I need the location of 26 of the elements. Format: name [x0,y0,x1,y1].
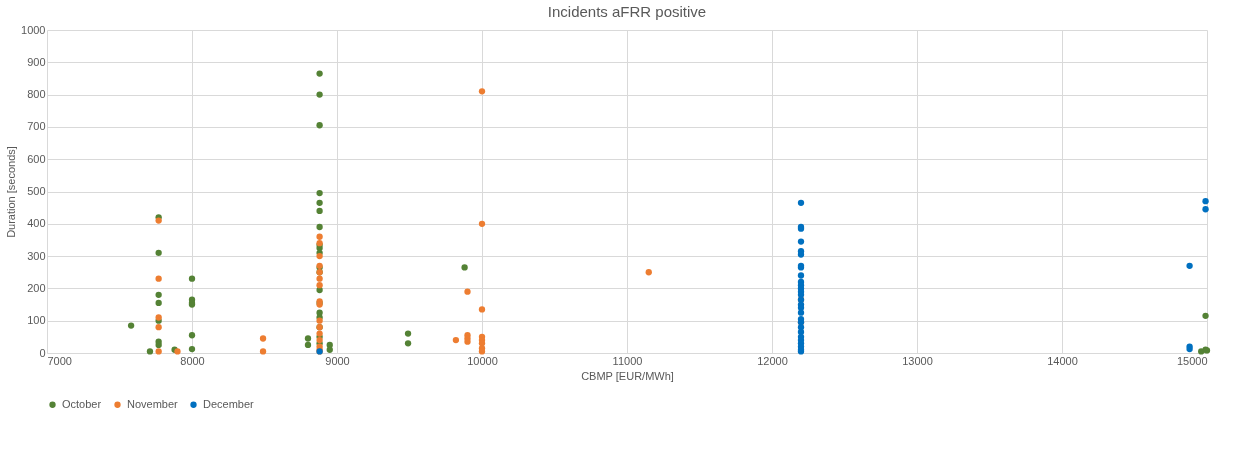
y-tick-label: 1000 [21,23,46,36]
x-axis-title: CBMP [EUR/MWh] [581,369,674,382]
y-tick-label: 300 [27,249,46,262]
x-tick-label: 7000 [47,354,72,367]
x-tick-label: 12000 [757,354,788,367]
y-axis-title: Duration [seconds] [5,146,18,238]
legend-label: October [62,397,102,410]
x-tick-label: 13000 [902,354,933,367]
x-tick-label: 10000 [467,354,498,367]
x-tick-label: 14000 [1047,354,1078,367]
y-tick-label: 500 [27,185,46,197]
y-tick-label: 100 [27,314,46,327]
x-tick-label: 11000 [612,354,643,367]
legend-label: December [203,397,255,410]
y-tick-label: 400 [27,217,46,230]
y-tick-label: 900 [27,55,46,68]
y-tick-label: 600 [27,152,46,165]
x-tick-label: 8000 [180,354,205,367]
y-tick-label: 800 [27,88,46,101]
x-tick-label: 9000 [325,354,350,367]
chart-title: Incidents aFRR positive [547,3,707,20]
y-tick-label: 700 [27,120,46,133]
y-tick-label: 0 [39,346,46,359]
y-tick-label: 200 [27,281,46,294]
x-tick-label: 15000 [1176,354,1208,367]
legend-label: November [127,397,179,410]
